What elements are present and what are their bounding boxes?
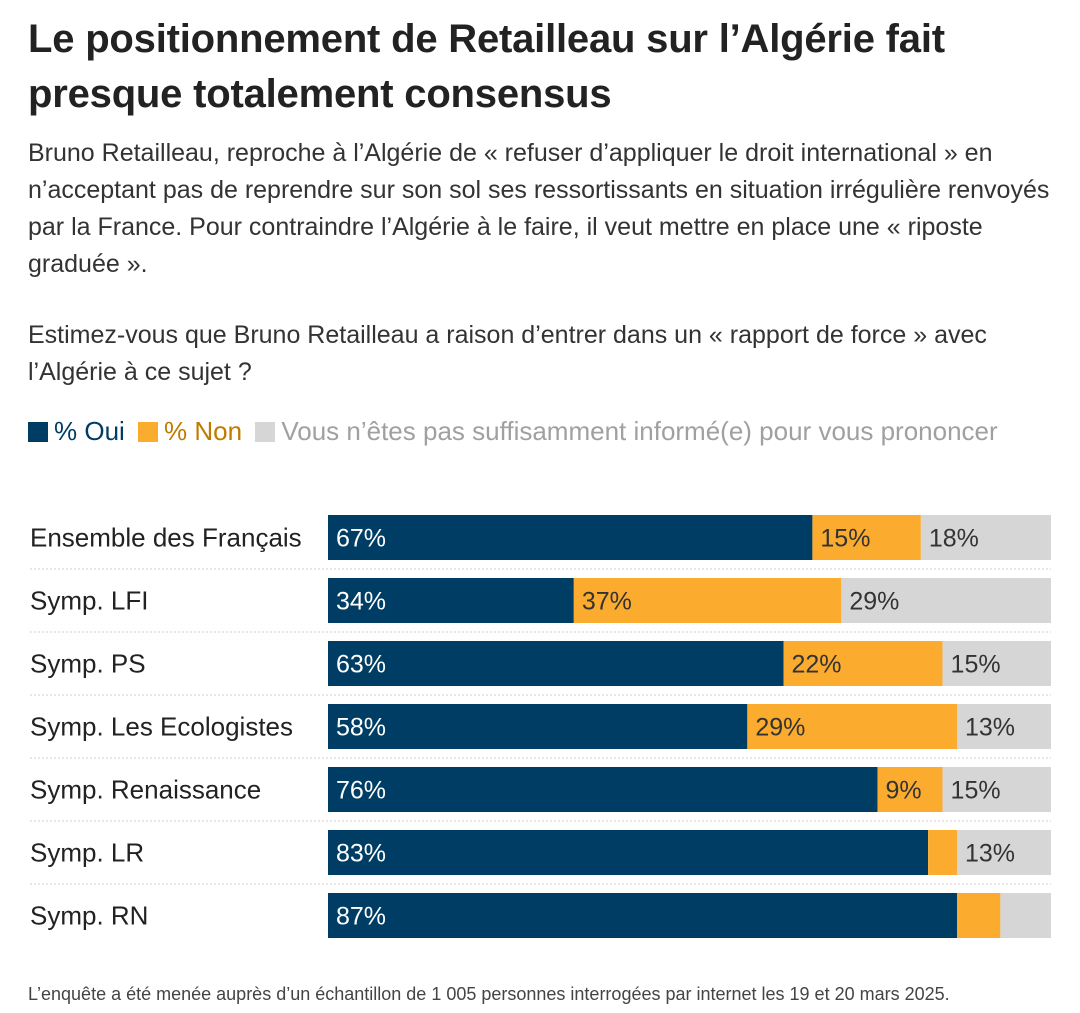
data-label-oui-symp-les-ecologistes: 58% bbox=[336, 714, 386, 742]
legend-label-non: % Non bbox=[164, 416, 243, 446]
data-label-nsp-ensemble-des-francais: 18% bbox=[929, 525, 979, 553]
bar-non-ensemble-des-francais bbox=[812, 515, 921, 560]
data-label-oui-symp-lfi: 34% bbox=[336, 588, 386, 616]
bar-oui-symp-lfi bbox=[328, 578, 574, 623]
chart-legend: % Oui % Non Vous n’êtes pas suffisamment… bbox=[28, 410, 1028, 452]
legend-item-non: % Non bbox=[138, 416, 242, 446]
bar-non-symp-les-ecologistes bbox=[747, 704, 958, 749]
legend-item-nsp: Vous n’êtes pas suffisamment informé(e) … bbox=[255, 416, 998, 446]
data-label-oui-ensemble-des-francais: 67% bbox=[336, 525, 386, 553]
chart-subtitle: Bruno Retailleau, reproche à l’Algérie d… bbox=[28, 139, 1050, 278]
category-label-symp-ps: Symp. PS bbox=[30, 649, 146, 679]
bar-non-symp-rn bbox=[957, 893, 1001, 938]
bar-non-symp-renaissance bbox=[877, 767, 943, 812]
category-label-symp-les-ecologistes: Symp. Les Ecologistes bbox=[30, 712, 293, 742]
bar-oui-symp-les-ecologistes bbox=[328, 704, 748, 749]
category-label-ensemble-des-francais: Ensemble des Français bbox=[30, 523, 302, 553]
legend-swatch-nsp bbox=[255, 422, 276, 442]
bar-nsp-symp-rn bbox=[1000, 893, 1051, 938]
bar-non-symp-lr bbox=[928, 830, 958, 875]
survey-question: Estimez-vous que Bruno Retailleau a rais… bbox=[28, 321, 987, 386]
bar-oui-ensemble-des-francais bbox=[328, 515, 813, 560]
data-label-nsp-symp-lr: 13% bbox=[965, 840, 1015, 868]
legend-label-nsp: Vous n’êtes pas suffisamment informé(e) … bbox=[281, 416, 998, 446]
data-label-nsp-symp-les-ecologistes: 13% bbox=[965, 714, 1015, 742]
data-label-oui-symp-lr: 83% bbox=[336, 840, 386, 868]
bar-oui-symp-ps bbox=[328, 641, 784, 686]
bar-nsp-symp-les-ecologistes bbox=[957, 704, 1051, 749]
bar-nsp-symp-renaissance bbox=[942, 767, 1051, 812]
category-label-symp-lr: Symp. LR bbox=[30, 838, 144, 868]
bar-non-symp-lfi bbox=[573, 578, 842, 623]
bar-oui-symp-rn bbox=[328, 893, 958, 938]
data-label-nsp-symp-renaissance: 15% bbox=[951, 777, 1001, 805]
legend-label-oui: % Oui bbox=[54, 416, 125, 446]
data-label-oui-symp-rn: 87% bbox=[336, 903, 386, 931]
legend-item-oui: % Oui bbox=[28, 416, 125, 446]
chart-title: Le positionnement de Retailleau sur l’Al… bbox=[28, 17, 945, 116]
data-label-non-symp-ps: 22% bbox=[791, 651, 841, 679]
chart-footnote: L’enquête a été menée auprès d’un échant… bbox=[28, 984, 950, 1004]
bar-oui-symp-renaissance bbox=[328, 767, 878, 812]
bar-nsp-ensemble-des-francais bbox=[920, 515, 1051, 560]
category-label-symp-rn: Symp. RN bbox=[30, 901, 148, 931]
bar-nsp-symp-lfi bbox=[841, 578, 1051, 623]
legend-swatch-non bbox=[138, 422, 159, 442]
bar-nsp-symp-ps bbox=[942, 641, 1051, 686]
data-label-oui-symp-ps: 63% bbox=[336, 651, 386, 679]
legend-swatch-oui bbox=[28, 422, 48, 442]
category-label-symp-lfi: Symp. LFI bbox=[30, 586, 148, 616]
bar-nsp-symp-lr bbox=[957, 830, 1051, 875]
data-label-non-symp-lfi: 37% bbox=[582, 588, 632, 616]
category-label-symp-renaissance: Symp. Renaissance bbox=[30, 775, 261, 805]
bar-oui-symp-lr bbox=[328, 830, 929, 875]
data-label-non-symp-les-ecologistes: 29% bbox=[755, 714, 805, 742]
data-label-nsp-symp-lfi: 29% bbox=[849, 588, 899, 616]
data-label-nsp-symp-ps: 15% bbox=[951, 651, 1001, 679]
data-label-oui-symp-renaissance: 76% bbox=[336, 777, 386, 805]
data-label-non-symp-renaissance: 9% bbox=[885, 777, 921, 805]
data-label-non-ensemble-des-francais: 15% bbox=[820, 525, 870, 553]
bar-non-symp-ps bbox=[783, 641, 943, 686]
